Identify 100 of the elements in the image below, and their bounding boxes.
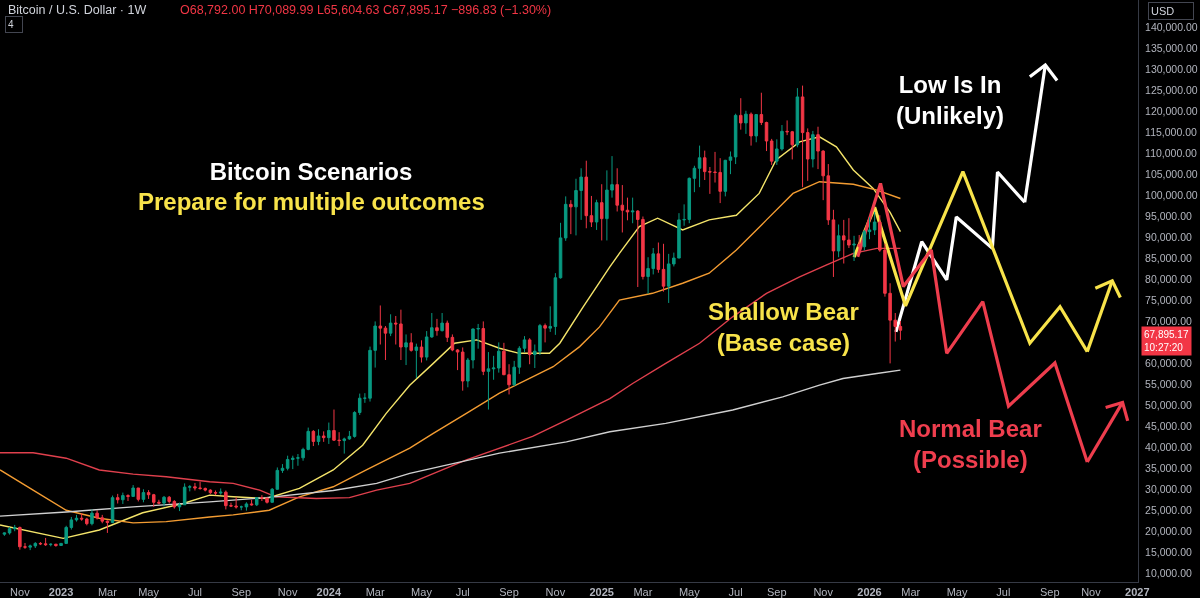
- x-tick-label: Mar: [633, 586, 653, 598]
- candlestick: [213, 490, 218, 496]
- candlestick: [363, 392, 367, 404]
- y-tick-label: 40,000.00: [1145, 440, 1192, 453]
- candlestick: [311, 429, 316, 447]
- candlestick: [744, 110, 748, 135]
- line-series: [0, 369, 902, 517]
- y-tick-label: 15,000.00: [1145, 545, 1192, 558]
- candlestick: [321, 430, 326, 443]
- candlestick: [121, 492, 125, 505]
- candlestick: [254, 496, 259, 507]
- x-tick-label: Sep: [499, 586, 519, 598]
- x-tick-label: 2023: [48, 586, 74, 598]
- candlestick: [141, 488, 146, 503]
- candlestick: [764, 121, 769, 152]
- candlestick: [589, 195, 594, 228]
- candlestick: [723, 159, 728, 197]
- y-tick-label: 35,000.00: [1145, 461, 1192, 474]
- text: Prepare for multiple outcomes: [138, 188, 485, 215]
- candlestick: [414, 343, 419, 379]
- candlestick: [162, 495, 166, 507]
- x-tick-label: Jul: [728, 586, 743, 598]
- candlestick: [409, 332, 413, 353]
- candlestick: [378, 304, 383, 345]
- candlestick: [90, 508, 94, 526]
- candlestick: [435, 318, 439, 337]
- candlestick: [805, 127, 810, 182]
- candlestick: [383, 325, 388, 361]
- y-tick-label: 80,000.00: [1145, 273, 1192, 286]
- candlestick: [569, 199, 573, 235]
- candlestick: [733, 113, 738, 165]
- candlestick: [625, 197, 630, 221]
- candlestick: [115, 493, 120, 505]
- x-tick-label: Mar: [365, 586, 385, 598]
- candlestick: [2, 531, 7, 537]
- candlestick: [440, 312, 444, 332]
- candlestick: [862, 229, 867, 252]
- candlestick: [759, 92, 764, 126]
- x-tick-label: Sep: [1039, 586, 1060, 598]
- y-tick-label: 70,000.00: [1145, 315, 1192, 328]
- y-tick-label: 140,000.00: [1145, 21, 1198, 34]
- y-tick-label: 105,000.00: [1145, 168, 1198, 181]
- candlestick: [481, 320, 486, 376]
- y-tick-label: 120,000.00: [1145, 105, 1198, 118]
- candlestick: [126, 493, 130, 502]
- y-tick-label: 135,000.00: [1145, 42, 1198, 55]
- candlestick: [599, 183, 604, 241]
- candlestick: [388, 313, 393, 337]
- x-tick-label: 2024: [316, 586, 342, 598]
- candlestick: [136, 487, 141, 502]
- text: USD: [1151, 5, 1175, 17]
- candlestick: [754, 114, 758, 143]
- y-tick-label: 30,000.00: [1145, 482, 1192, 495]
- text: 67,895.17 10:27:20: [1144, 329, 1189, 353]
- candlestick: [739, 97, 743, 131]
- x-tick-label: Sep: [231, 586, 252, 598]
- candlestick: [872, 211, 877, 236]
- y-tick-label: 95,000.00: [1145, 210, 1192, 223]
- y-tick-label: 25,000.00: [1145, 503, 1192, 516]
- x-tick-label: Mar: [97, 586, 118, 598]
- candlestick: [811, 130, 815, 168]
- x-tick-label: Jul: [996, 586, 1011, 598]
- x-tick-label: May: [678, 586, 701, 598]
- x-tick-label: Nov: [545, 586, 566, 598]
- candlestick: [74, 514, 79, 523]
- candlestick: [769, 138, 774, 166]
- y-tick-label: 55,000.00: [1145, 378, 1192, 391]
- annotation: Normal Bear (Possible): [899, 415, 1042, 474]
- candlestick: [357, 393, 362, 416]
- candlestick: [177, 502, 182, 512]
- y-tick-label: 50,000.00: [1145, 399, 1192, 412]
- y-tick-label: 115,000.00: [1145, 126, 1198, 139]
- candlestick: [543, 323, 547, 343]
- x-tick-label: 2026: [857, 586, 882, 598]
- candlestick: [661, 243, 666, 293]
- candlestick: [460, 346, 465, 392]
- x-tick-label: May: [946, 586, 968, 598]
- line-series: [0, 247, 902, 500]
- candlestick: [347, 430, 352, 440]
- y-tick-label: 60,000.00: [1145, 357, 1192, 370]
- candlestick: [630, 197, 635, 224]
- x-tick-label: Jul: [455, 586, 470, 598]
- candlestick: [831, 209, 836, 278]
- candlestick: [527, 337, 532, 365]
- candlestick: [522, 335, 527, 353]
- y-tick-label: 125,000.00: [1145, 84, 1198, 97]
- text: Bitcoin Scenarios: [209, 158, 413, 186]
- y-tick-label: 100,000.00: [1145, 189, 1198, 202]
- candlestick: [12, 524, 17, 532]
- candlestick: [656, 242, 661, 274]
- x-tick-label: Jul: [187, 586, 202, 598]
- annotation: 4: [8, 19, 14, 30]
- candlestick: [584, 160, 589, 229]
- x-tick-label: May: [411, 586, 433, 598]
- y-tick-label: 130,000.00: [1145, 63, 1198, 76]
- candlestick: [131, 484, 135, 498]
- x-tick-label: Nov: [277, 586, 298, 598]
- y-tick-label: 45,000.00: [1145, 419, 1192, 432]
- candlestick: [404, 333, 408, 366]
- x-tick-label: Sep: [767, 586, 787, 598]
